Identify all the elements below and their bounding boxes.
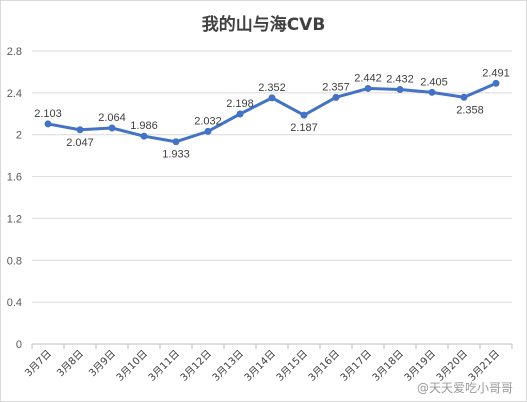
- data-point: [492, 79, 500, 87]
- data-label: 2.358: [456, 104, 484, 116]
- data-point: [204, 127, 212, 135]
- data-point: [364, 84, 372, 92]
- x-tick-label: 3月8日: [54, 348, 86, 380]
- data-label: 2.442: [354, 72, 382, 84]
- data-label: 2.491: [482, 67, 510, 79]
- data-label: 2.187: [290, 122, 318, 134]
- x-tick-label: 3月14日: [242, 348, 278, 384]
- y-tick-label: 0: [16, 339, 22, 351]
- data-label: 2.357: [322, 81, 350, 93]
- data-label: 2.064: [98, 112, 126, 124]
- data-point: [396, 86, 404, 94]
- y-tick-label: 2.4: [7, 88, 22, 100]
- x-tick-label: 3月9日: [86, 348, 118, 380]
- data-label: 2.103: [34, 108, 62, 120]
- x-tick-label: 3月13日: [210, 348, 246, 384]
- data-label: 2.198: [226, 98, 254, 110]
- data-point: [172, 138, 180, 146]
- data-label: 2.032: [194, 115, 222, 127]
- data-point: [140, 132, 148, 140]
- x-tick-label: 3月16日: [306, 348, 342, 384]
- x-tick-label: 3月12日: [178, 348, 214, 384]
- y-tick-label: 1.2: [7, 213, 22, 225]
- x-tick-label: 3月17日: [338, 348, 374, 384]
- x-tick-label: 3月18日: [370, 348, 406, 384]
- watermark: @天天爱吃小哥哥: [416, 381, 513, 395]
- data-label: 2.352: [258, 82, 286, 94]
- data-point: [268, 94, 276, 102]
- data-label: 2.405: [420, 76, 448, 88]
- x-tick-label: 3月7日: [22, 348, 54, 380]
- x-tick-label: 3月11日: [146, 348, 182, 384]
- data-label: 2.432: [386, 74, 414, 86]
- y-tick-label: 0.4: [7, 297, 22, 309]
- data-point: [108, 124, 116, 132]
- data-label: 1.986: [130, 120, 158, 132]
- data-point: [460, 93, 468, 101]
- data-point: [76, 126, 84, 134]
- data-point: [44, 120, 52, 128]
- y-tick-label: 0.8: [7, 255, 22, 267]
- y-tick-label: 2.8: [7, 46, 22, 58]
- data-point: [428, 88, 436, 96]
- x-tick-label: 3月15日: [274, 348, 310, 384]
- data-point: [300, 111, 308, 119]
- data-point: [332, 93, 340, 101]
- data-point: [236, 110, 244, 118]
- y-tick-label: 2: [16, 130, 22, 142]
- y-tick-label: 1.6: [7, 172, 22, 184]
- x-tick-label: 3月10日: [114, 348, 150, 384]
- chart-title: 我的山与海CVB: [201, 15, 326, 35]
- data-label: 1.933: [162, 149, 190, 161]
- data-label: 2.047: [66, 137, 94, 149]
